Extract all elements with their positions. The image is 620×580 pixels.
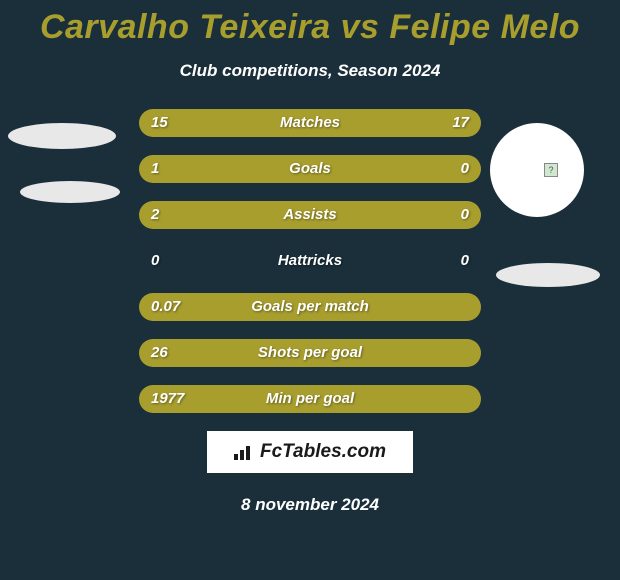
stat-row-goals: 1 Goals 0 bbox=[139, 155, 481, 183]
page-subtitle: Club competitions, Season 2024 bbox=[0, 61, 620, 81]
content-area: ? 15 Matches 17 1 Goals 0 2 Assists 0 0 bbox=[0, 109, 620, 515]
logo-box[interactable]: FcTables.com bbox=[207, 431, 413, 473]
stat-value-right: 0 bbox=[461, 247, 469, 275]
stat-row-assists: 2 Assists 0 bbox=[139, 201, 481, 229]
stat-row-hattricks: 0 Hattricks 0 bbox=[139, 247, 481, 275]
page-title: Carvalho Teixeira vs Felipe Melo bbox=[0, 8, 620, 47]
stat-label: Min per goal bbox=[139, 385, 481, 413]
stat-label: Assists bbox=[139, 201, 481, 229]
stat-label: Shots per goal bbox=[139, 339, 481, 367]
stat-value-right: 17 bbox=[452, 109, 469, 137]
stat-row-min-per-goal: 1977 Min per goal bbox=[139, 385, 481, 413]
stat-row-goals-per-match: 0.07 Goals per match bbox=[139, 293, 481, 321]
stat-value-right: 0 bbox=[461, 201, 469, 229]
player-right-avatar-1: ? bbox=[490, 123, 584, 217]
player-right-avatar-2 bbox=[496, 263, 600, 287]
player-left-avatar-1 bbox=[8, 123, 116, 149]
stat-label: Goals per match bbox=[139, 293, 481, 321]
player-right-avatars: ? bbox=[490, 123, 610, 287]
bar-chart-icon bbox=[234, 444, 256, 460]
player-left-avatars bbox=[8, 123, 128, 203]
stat-row-shots-per-goal: 26 Shots per goal bbox=[139, 339, 481, 367]
stat-label: Matches bbox=[139, 109, 481, 137]
logo-label: FcTables.com bbox=[260, 441, 386, 463]
stat-row-matches: 15 Matches 17 bbox=[139, 109, 481, 137]
stat-label: Goals bbox=[139, 155, 481, 183]
stats-container: 15 Matches 17 1 Goals 0 2 Assists 0 0 Ha… bbox=[139, 109, 481, 413]
stat-value-right: 0 bbox=[461, 155, 469, 183]
avatar-placeholder-icon: ? bbox=[544, 163, 558, 177]
player-left-avatar-2 bbox=[20, 181, 120, 203]
header: Carvalho Teixeira vs Felipe Melo Club co… bbox=[0, 0, 620, 81]
stat-label: Hattricks bbox=[139, 247, 481, 275]
date-label: 8 november 2024 bbox=[0, 495, 620, 515]
logo-text: FcTables.com bbox=[234, 441, 386, 463]
